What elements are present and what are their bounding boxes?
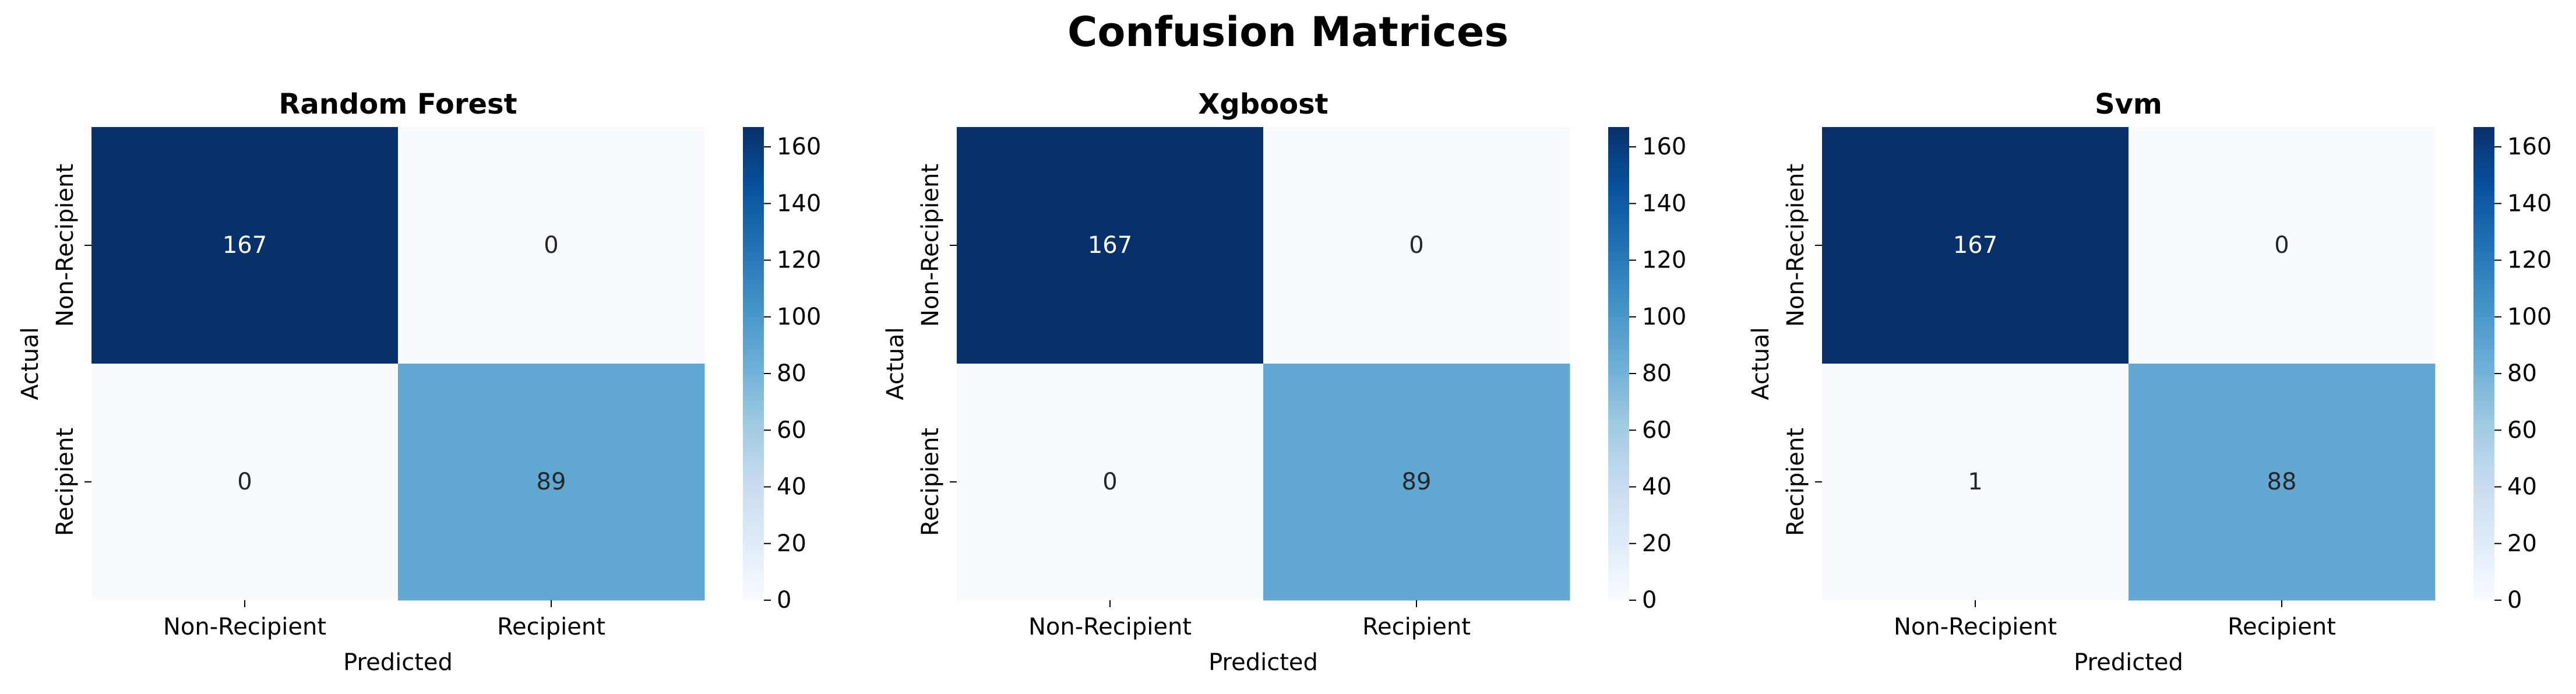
colorbar-tick-label: 140	[777, 190, 821, 217]
cell-value-label: 0	[1102, 468, 1117, 495]
y-axis-label: Actual	[1747, 327, 1774, 400]
colorbar-tick-label: 60	[1642, 417, 1672, 443]
x-tick-label: Recipient	[1362, 614, 1471, 640]
colorbar-tick-label: 120	[2507, 247, 2552, 274]
cell-value-label: 167	[1088, 232, 1132, 259]
panel-title: Svm	[2095, 88, 2162, 121]
cell-value-label: 0	[544, 232, 558, 259]
colorbar-tick-label: 0	[777, 587, 791, 614]
colorbar	[2473, 127, 2494, 600]
colorbar-tick-label: 160	[2507, 133, 2552, 160]
heatmap-cell	[2129, 364, 2436, 601]
heatmap-cell	[1263, 364, 1570, 601]
cell-value-label: 89	[537, 468, 566, 495]
colorbar-tick-label: 160	[1642, 133, 1686, 160]
colorbar-tick-label: 0	[1642, 587, 1657, 614]
y-axis-label: Actual	[17, 327, 44, 400]
confusion-matrix-panel-3: 167 0 1 88 Svm Non-Recipient Recipient Non-Reci…	[1747, 88, 2552, 676]
colorbar-tick-label: 20	[1642, 530, 1672, 557]
cell-value-label: 0	[2274, 232, 2289, 259]
colorbar	[743, 127, 764, 600]
heatmap-cell	[91, 364, 399, 601]
heatmap-cell	[957, 127, 1264, 364]
x-axis-label: Predicted	[2074, 649, 2183, 676]
heatmap-cell	[1263, 127, 1570, 364]
heatmap-cell	[398, 127, 705, 364]
colorbar-tick-label: 160	[777, 133, 821, 160]
colorbar-tick-label: 80	[2507, 360, 2537, 387]
heatmap-cell	[957, 364, 1264, 601]
colorbar-tick-label: 100	[777, 304, 821, 330]
y-axis-label: Actual	[882, 327, 909, 400]
y-tick-label: Recipient	[52, 428, 79, 536]
x-axis-label: Predicted	[1208, 649, 1318, 676]
y-tick-label: Recipient	[917, 428, 944, 536]
x-tick-label: Non-Recipient	[163, 614, 326, 640]
y-tick-label: Recipient	[1782, 428, 1809, 536]
confusion-matrix-panel-2: 167 0 0 89 Xgboost Non-Recipient Recipient Non-…	[882, 88, 1686, 676]
cell-value-label: 0	[1409, 232, 1423, 259]
colorbar-tick-label: 20	[777, 530, 806, 557]
y-tick-label: Non-Recipient	[1782, 164, 1809, 327]
cell-value-label: 167	[1953, 232, 1997, 259]
colorbar-tick-label: 40	[777, 474, 806, 501]
heatmap-cell	[398, 364, 705, 601]
colorbar-tick-label: 60	[2507, 417, 2537, 443]
cell-value-label: 0	[237, 468, 252, 495]
colorbar-tick-label: 140	[2507, 190, 2552, 217]
x-axis-label: Predicted	[343, 649, 453, 676]
colorbar-tick-label: 80	[1642, 360, 1672, 387]
figure-title: Confusion Matrices	[1067, 8, 1509, 56]
panel-title: Xgboost	[1198, 88, 1328, 121]
colorbar-tick-label: 0	[2507, 587, 2522, 614]
colorbar-tick-label: 140	[1642, 190, 1686, 217]
colorbar-tick-label: 100	[2507, 304, 2552, 330]
y-tick-label: Non-Recipient	[917, 164, 944, 327]
colorbar-tick-label: 120	[1642, 247, 1686, 274]
cell-value-label: 1	[1968, 468, 1982, 495]
colorbar-tick-label: 120	[777, 247, 821, 274]
x-tick-label: Recipient	[2228, 614, 2336, 640]
colorbar-tick-label: 100	[1642, 304, 1686, 330]
heatmap-cell	[91, 127, 399, 364]
colorbar-tick-label: 40	[1642, 474, 1672, 501]
colorbar-tick-label: 80	[777, 360, 806, 387]
panel-title: Random Forest	[279, 88, 517, 121]
cell-value-label: 88	[2267, 468, 2297, 495]
colorbar-tick-label: 40	[2507, 474, 2537, 501]
x-tick-label: Non-Recipient	[1028, 614, 1192, 640]
y-tick-label: Non-Recipient	[52, 164, 79, 327]
x-tick-label: Non-Recipient	[1894, 614, 2057, 640]
colorbar-tick-label: 60	[777, 417, 806, 443]
colorbar-tick-label: 20	[2507, 530, 2537, 557]
cell-value-label: 167	[223, 232, 267, 259]
cell-value-label: 89	[1402, 468, 1432, 495]
heatmap-cell	[1822, 364, 2129, 601]
x-tick-label: Recipient	[497, 614, 605, 640]
confusion-matrix-panel-1: 167 0 0 89 Random Forest Non-Recipient Recipie…	[17, 88, 821, 676]
heatmap-cell	[1822, 127, 2129, 364]
heatmap-cell	[2129, 127, 2436, 364]
colorbar	[1608, 127, 1629, 600]
